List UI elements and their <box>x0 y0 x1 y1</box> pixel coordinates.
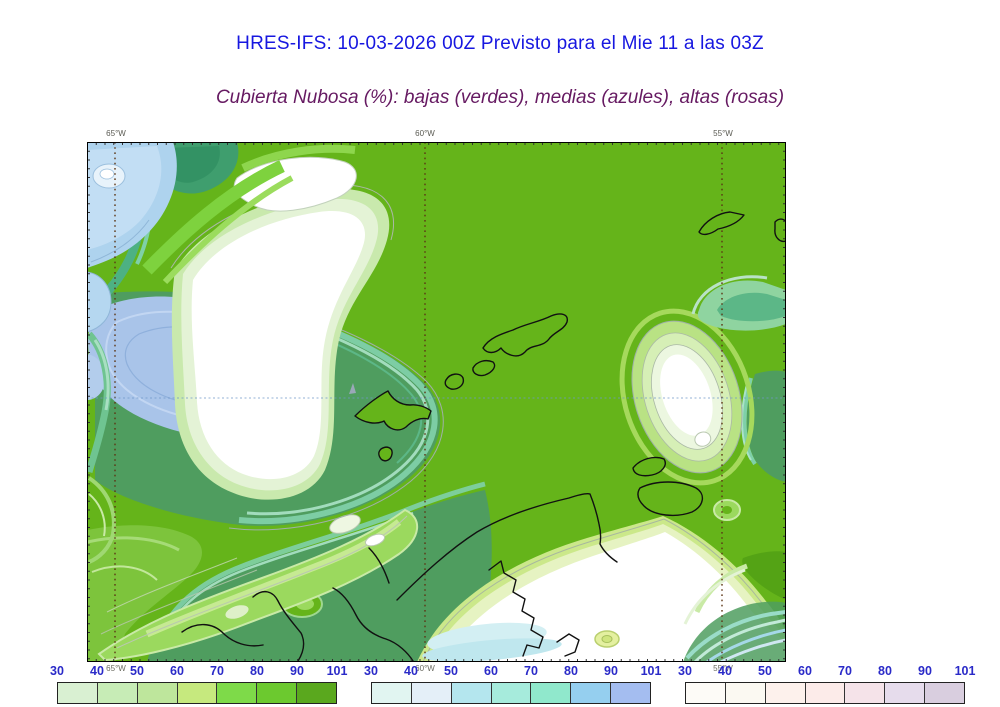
meridian-label-60w-bottom: 60°W <box>415 664 435 673</box>
colorbar-tick: 50 <box>758 664 772 678</box>
colorbar-tick: 101 <box>640 664 662 678</box>
colorbar-cell <box>137 683 178 703</box>
colorbar-tick: 60 <box>484 664 498 678</box>
map-canvas <box>87 142 786 662</box>
colorbar-tick: 101 <box>954 664 976 678</box>
meridian-label-55w-top: 55°W <box>713 129 733 138</box>
colorbar-tick: 30 <box>364 664 378 678</box>
colorbar-tick: 90 <box>290 664 304 678</box>
colorbar-cell <box>297 683 337 703</box>
colorbar-cell <box>725 683 766 703</box>
meridian-label-65w-top: 65°W <box>106 129 126 138</box>
colorbar-tick: 90 <box>604 664 618 678</box>
colorbar-cell <box>885 683 926 703</box>
colorbar-tick: 40 <box>404 664 418 678</box>
colorbar-tick: 60 <box>798 664 812 678</box>
colorbar-mid-clouds-blue: 30 40 50 60 70 80 90 101 <box>364 663 661 707</box>
colorbar-tick: 40 <box>718 664 732 678</box>
colorbar-cell <box>611 683 651 703</box>
colorbar-cell <box>372 683 412 703</box>
colorbar-cell <box>845 683 886 703</box>
colorbar-cell <box>765 683 806 703</box>
colorbar-cell <box>531 683 572 703</box>
colorbar-tick: 30 <box>678 664 692 678</box>
colorbar-cell <box>97 683 138 703</box>
meridian-label-65w-bottom: 65°W <box>106 664 126 673</box>
colorbar-tick: 80 <box>878 664 892 678</box>
colorbar-cell <box>686 683 726 703</box>
colorbar-high-clouds-pink: 30 40 50 60 70 80 90 101 <box>678 663 975 707</box>
colorbar-tick: 90 <box>918 664 932 678</box>
colorbars: 30 40 50 60 70 80 90 101 30 40 50 60 70 80 90 101 30 40 50… <box>0 663 1000 707</box>
colorbar-low-clouds-green: 30 40 50 60 70 80 90 101 <box>50 663 347 707</box>
colorbar-cell <box>571 683 612 703</box>
colorbar-tick: 40 <box>90 664 104 678</box>
colorbar-cell <box>217 683 258 703</box>
colorbar-cell <box>411 683 452 703</box>
colorbar-tick: 50 <box>130 664 144 678</box>
colorbar-cell <box>805 683 846 703</box>
colorbar-cell <box>257 683 298 703</box>
colorbar-tick: 70 <box>210 664 224 678</box>
forecast-map <box>87 142 786 662</box>
page-title: HRES-IFS: 10-03-2026 00Z Previsto para e… <box>236 33 764 54</box>
colorbar-tick: 70 <box>838 664 852 678</box>
colorbar-tick: 80 <box>564 664 578 678</box>
colorbar-tick: 70 <box>524 664 538 678</box>
page-subtitle: Cubierta Nubosa (%): bajas (verdes), med… <box>215 87 785 108</box>
colorbar-cell <box>925 683 965 703</box>
coastlines <box>181 211 786 662</box>
meridian-label-60w-top: 60°W <box>415 129 435 138</box>
colorbar-tick: 80 <box>250 664 264 678</box>
colorbar-cell <box>491 683 532 703</box>
colorbar-tick: 60 <box>170 664 184 678</box>
colorbar-cell <box>58 683 98 703</box>
colorbar-tick: 30 <box>50 664 64 678</box>
colorbar-tick: 101 <box>326 664 348 678</box>
colorbar-tick: 50 <box>444 664 458 678</box>
colorbar-cell <box>451 683 492 703</box>
meridian-label-55w-bottom: 55°W <box>713 664 733 673</box>
colorbar-cell <box>177 683 218 703</box>
